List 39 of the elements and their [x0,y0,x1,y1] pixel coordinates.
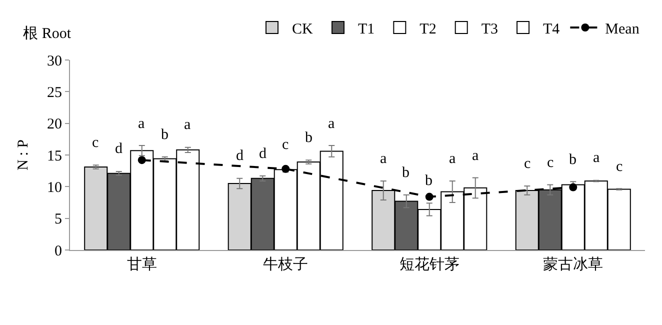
y-tick-label: 15 [47,148,62,164]
x-tick-label: 短花针茅 [399,256,460,273]
y-tick-label: 25 [47,84,62,101]
y-tick-label: 30 [47,53,62,70]
chart-title: 根 Root [23,24,72,42]
data-label: c [282,137,289,153]
data-label: a [328,116,335,132]
legend-label: CK [292,21,314,38]
data-label: c [524,156,531,172]
data-label: b [402,165,410,181]
data-label: d [115,141,123,157]
x-tick-label: 蒙古冰草 [543,256,604,273]
legend-label: T4 [543,21,560,38]
data-label: b [305,130,312,146]
y-axis-title: N : P [15,140,32,170]
data-label: d [236,148,244,164]
data-label: c [547,155,554,171]
data-label: a [472,148,479,164]
data-label: a [380,151,387,167]
data-label: a [449,151,456,167]
data-label: b [161,127,168,143]
legend-label: Mean [605,21,640,38]
y-tick-label: 5 [54,212,62,228]
data-label: a [184,117,191,133]
data-label: d [259,146,267,162]
y-tick-label: 10 [47,180,62,196]
data-label: a [138,116,145,132]
data-label: b [425,173,432,189]
data-label: a [593,150,600,166]
x-tick-label: 甘草 [126,256,157,273]
data-label: c [92,135,99,151]
legend-label: T3 [481,21,498,38]
data-label: b [569,152,576,168]
data-label: c [616,159,623,175]
y-tick-label: 0 [54,243,62,260]
legend-label: T2 [420,21,436,38]
legend-label: T1 [358,21,375,38]
y-tick-label: 20 [47,116,62,133]
x-tick-label: 牛枝子 [263,256,308,273]
